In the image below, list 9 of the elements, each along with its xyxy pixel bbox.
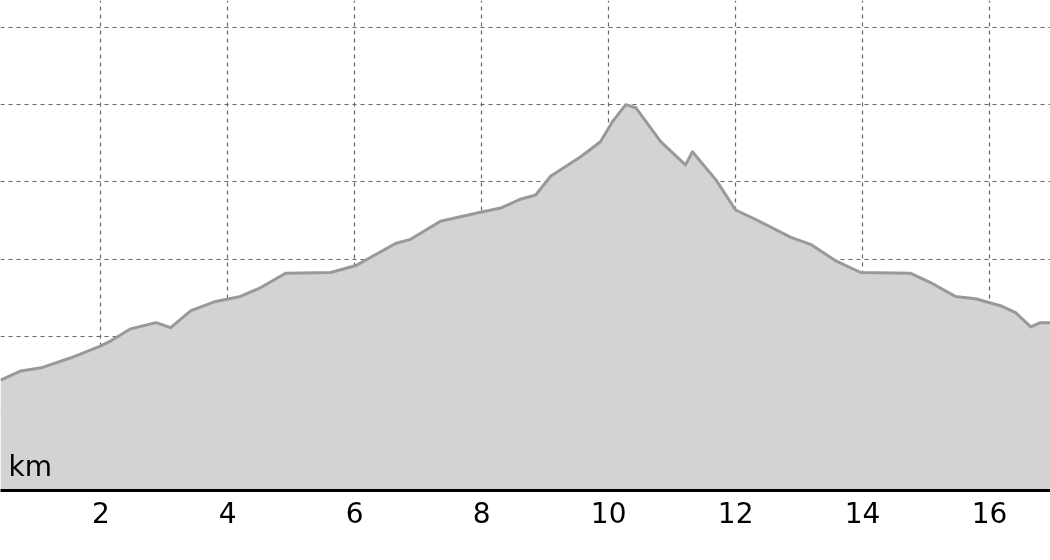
x-tick-label: 14 [844, 496, 881, 530]
x-tick-label: 12 [717, 496, 754, 530]
x-tick-label: 6 [345, 496, 364, 530]
x-tick-label: 8 [472, 496, 491, 530]
x-tick-label: 10 [590, 496, 627, 530]
x-tick-label: 4 [218, 496, 237, 530]
x-tick-label: 2 [91, 496, 110, 530]
x-tick-label: 16 [971, 496, 1008, 530]
x-axis-title: km [8, 449, 52, 483]
